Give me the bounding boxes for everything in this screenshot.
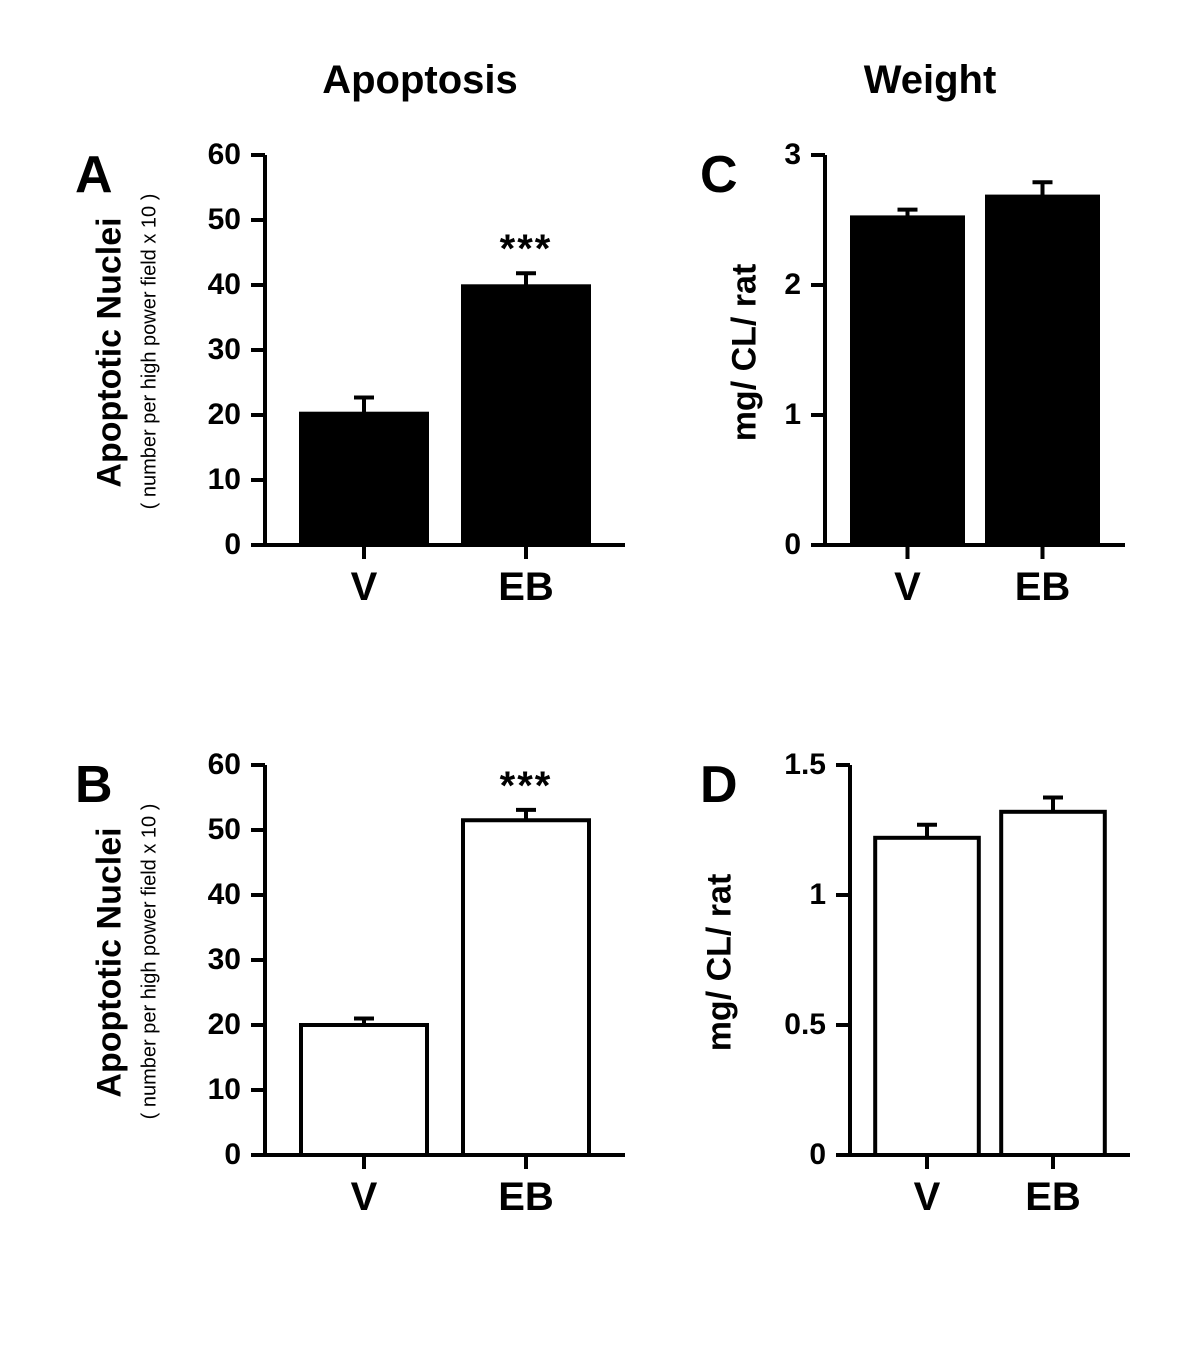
bar-A-V bbox=[301, 414, 427, 545]
plot-C bbox=[825, 155, 1125, 545]
ytick-D-1: 1 bbox=[761, 878, 826, 912]
xtick-D-EB: EB bbox=[993, 1175, 1113, 1220]
xtick-A-EB: EB bbox=[466, 565, 586, 610]
ylabel-D: mg/ CL/ rat bbox=[701, 763, 740, 1163]
ytick-B-30: 30 bbox=[176, 943, 241, 977]
plot-D bbox=[850, 765, 1130, 1155]
ytick-C-2: 2 bbox=[736, 268, 801, 302]
bar-B-EB bbox=[463, 820, 589, 1155]
plot-svg-A bbox=[265, 155, 625, 545]
plot-A bbox=[265, 155, 625, 545]
ytick-B-10: 10 bbox=[176, 1073, 241, 1107]
ytick-A-0: 0 bbox=[176, 528, 241, 562]
ylabel-B: Apoptotic Nuclei bbox=[91, 763, 130, 1163]
ytick-A-40: 40 bbox=[176, 268, 241, 302]
ytick-A-20: 20 bbox=[176, 398, 241, 432]
plot-svg-B bbox=[265, 765, 625, 1155]
bar-C-EB bbox=[987, 197, 1098, 545]
xtick-B-V: V bbox=[304, 1175, 424, 1220]
column-title-apoptosis: Apoptosis bbox=[320, 58, 520, 103]
plot-svg-D bbox=[850, 765, 1130, 1155]
bar-C-V bbox=[852, 217, 963, 545]
ytick-D-0.5: 0.5 bbox=[761, 1008, 826, 1042]
bar-B-V bbox=[301, 1025, 427, 1155]
bar-A-EB bbox=[463, 286, 589, 545]
ylabel-sub-A: ( number per high power field x 10 ) bbox=[139, 102, 162, 602]
bar-D-V bbox=[875, 838, 979, 1155]
bar-D-EB bbox=[1001, 812, 1105, 1155]
xtick-A-V: V bbox=[304, 565, 424, 610]
xtick-C-EB: EB bbox=[983, 565, 1103, 610]
ylabel-C: mg/ CL/ rat bbox=[726, 153, 765, 553]
significance-A: *** bbox=[466, 227, 586, 272]
ytick-C-0: 0 bbox=[736, 528, 801, 562]
ytick-B-40: 40 bbox=[176, 878, 241, 912]
ytick-B-60: 60 bbox=[176, 748, 241, 782]
xtick-B-EB: EB bbox=[466, 1175, 586, 1220]
xtick-C-V: V bbox=[848, 565, 968, 610]
ytick-C-3: 3 bbox=[736, 138, 801, 172]
significance-B: *** bbox=[466, 764, 586, 809]
column-title-weight: Weight bbox=[830, 58, 1030, 103]
ytick-D-1.5: 1.5 bbox=[761, 748, 826, 782]
ytick-B-0: 0 bbox=[176, 1138, 241, 1172]
ytick-B-50: 50 bbox=[176, 813, 241, 847]
ytick-B-20: 20 bbox=[176, 1008, 241, 1042]
ytick-A-50: 50 bbox=[176, 203, 241, 237]
ytick-A-30: 30 bbox=[176, 333, 241, 367]
ytick-A-10: 10 bbox=[176, 463, 241, 497]
ylabel-sub-B: ( number per high power field x 10 ) bbox=[139, 712, 162, 1212]
ylabel-A: Apoptotic Nuclei bbox=[91, 153, 130, 553]
ytick-A-60: 60 bbox=[176, 138, 241, 172]
ytick-D-0: 0 bbox=[761, 1138, 826, 1172]
plot-svg-C bbox=[825, 155, 1125, 545]
plot-B bbox=[265, 765, 625, 1155]
ytick-C-1: 1 bbox=[736, 398, 801, 432]
xtick-D-V: V bbox=[867, 1175, 987, 1220]
